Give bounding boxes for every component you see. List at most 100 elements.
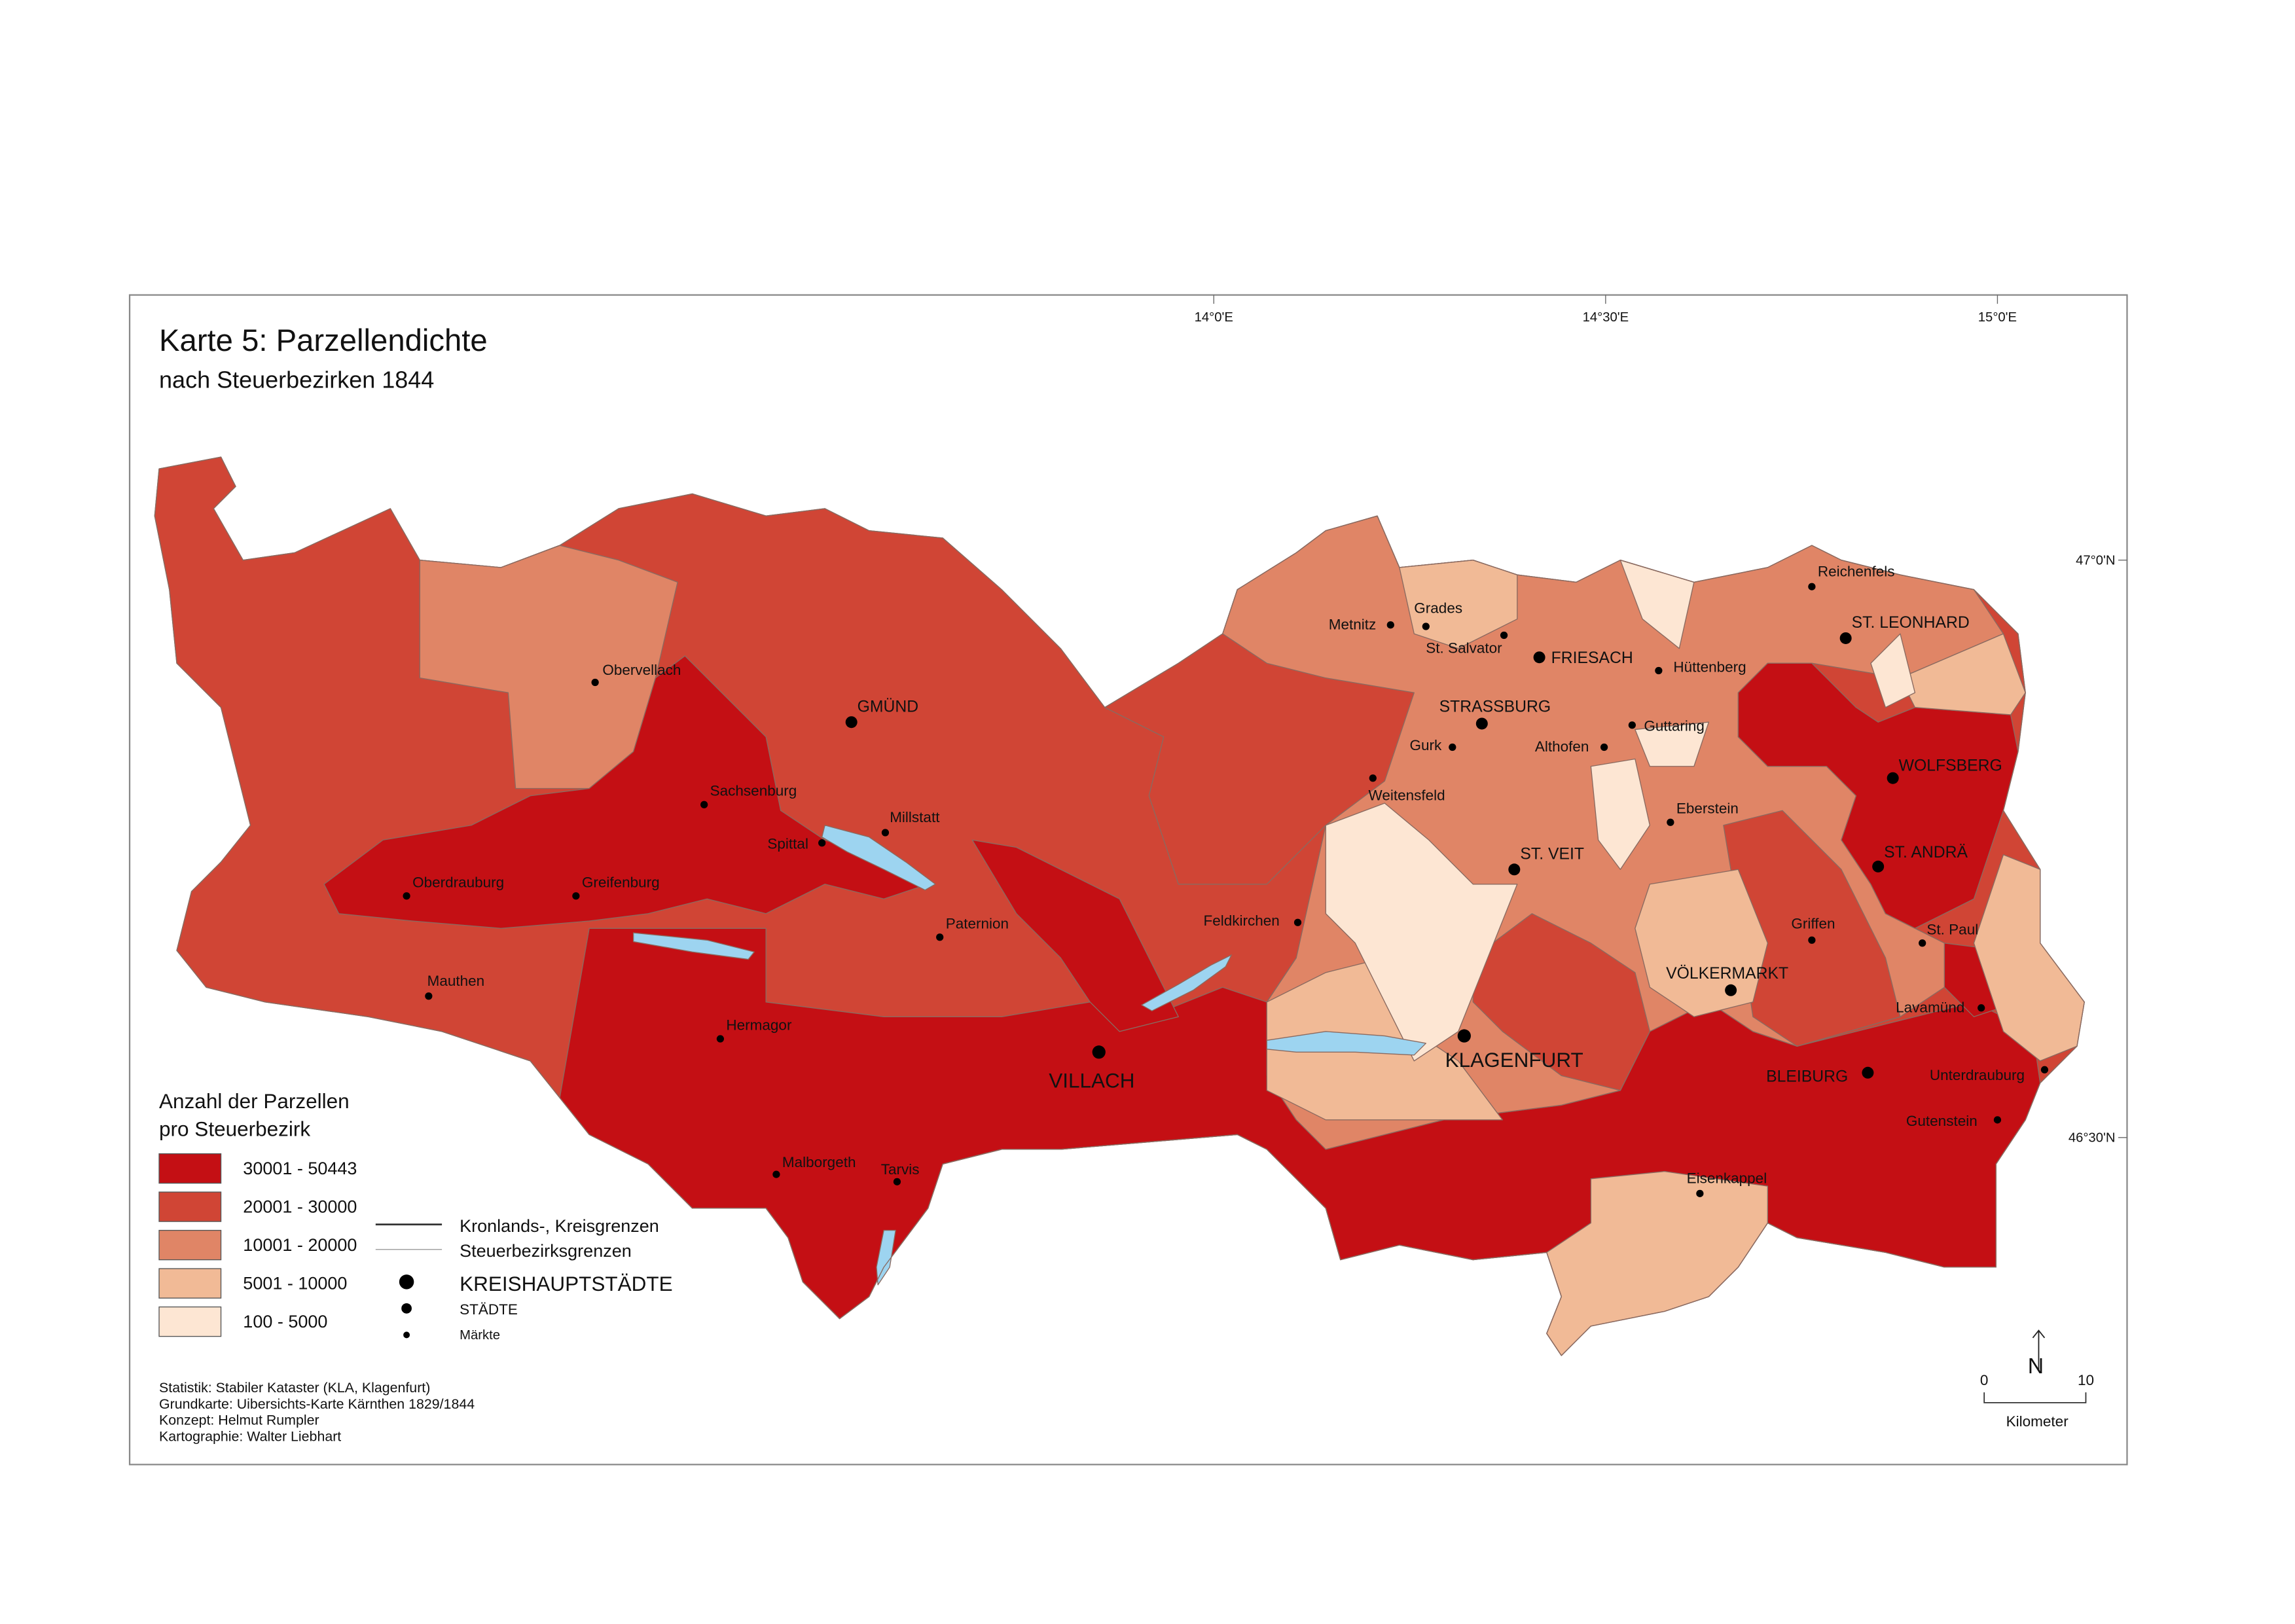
place-label: Feldkirchen [1204,912,1280,929]
legend-label: 100 - 5000 [243,1312,327,1331]
place-label: GMÜND [858,698,919,715]
place-label: Millstatt [890,809,940,825]
frame [128,294,2128,1466]
latitude-label: 47°0'N [2076,553,2115,568]
latitude-label: 46°30'N [2069,1131,2116,1146]
place-dot [1457,1029,1471,1043]
place-label: Malborgeth [782,1154,856,1170]
legend-point [401,1303,412,1314]
place-label: BLEIBURG [1766,1068,1848,1085]
place-label: Oberdrauburg [412,874,504,890]
place-label: Grades [1414,600,1462,617]
place-dot [1725,984,1737,996]
legend: 30001 - 50443 20001 - 30000 10001 - 20000 5… [158,1153,357,1337]
place-dot [1628,721,1636,729]
lake [876,1229,896,1286]
place-dot [1667,818,1674,826]
place-dot [1978,1004,1985,1012]
place-dot [1449,743,1456,751]
legend-label: 20001 - 30000 [243,1197,357,1217]
north-label: N [2028,1354,2044,1379]
place-label: Eisenkappel [1687,1170,1767,1187]
place-dot [1475,717,1488,730]
place-dot [1386,621,1394,629]
place-dot [1533,651,1545,664]
place-dot [425,992,433,1000]
place-label: Unterdrauburg [1930,1067,2025,1083]
place-dot [700,801,708,808]
legend-point [399,1274,414,1290]
place-label: Hermagor [726,1017,792,1034]
place-dot [1092,1045,1106,1059]
place-dot [1808,936,1816,944]
place-dot [1862,1066,1874,1079]
place-dot [772,1170,780,1178]
legend-label: 30001 - 50443 [243,1159,357,1178]
title: Karte 5: Parzellendichte [159,323,488,358]
place-label: Spittal [767,836,808,852]
longitude-label: 14°30'E [1583,310,1629,325]
place-label: Lavamünd [1896,1000,1964,1016]
place-label: Sachsenburg [710,783,797,799]
place-dot [936,933,944,941]
lake [632,932,755,960]
legend-point-label: KREISHAUPTSTÄDTE [460,1272,673,1295]
place-label: Reichenfels [1818,563,1895,579]
place-label: St. Salvator [1426,640,1502,656]
place-label: ST. ANDRÄ [1884,844,1968,861]
place-dot [1508,863,1521,876]
place-dot [403,892,410,900]
place-label: Weitensfeld [1369,787,1445,803]
place-label: VÖLKERMARKT [1666,965,1788,983]
place-label: FRIESACH [1551,649,1633,667]
place-label: ST. LEONHARD [1852,614,1970,632]
scale-unit: Kilometer [2006,1413,2069,1430]
subtitle: nach Steuerbezirken 1844 [159,366,434,393]
region [1635,869,1769,1017]
region [1590,758,1651,870]
legend-label: 10001 - 20000 [243,1235,357,1255]
credit: Grundkarte: Uibersichts-Karte Kärnthen 1… [159,1396,475,1412]
place-dot [1808,583,1816,590]
place-label: ST. VEIT [1520,846,1584,863]
place-label: Gurk [1410,737,1443,753]
place-dot [818,839,826,847]
legend-label: 5001 - 10000 [243,1274,347,1293]
place-label: Tarvis [881,1161,920,1178]
region [1325,803,1518,1062]
place-label: St. Paul [1926,921,1978,937]
lake [822,825,936,891]
legend-swatch [158,1191,222,1222]
longitude-label: 15°0'E [1978,310,2017,325]
place-dot [881,829,890,837]
lake [1266,1031,1426,1056]
place-label: STRASSBURG [1439,698,1551,715]
place-dot [845,716,858,729]
place-label: Metnitz [1329,616,1377,632]
place-label: Hüttenberg [1673,659,1746,676]
region [1870,633,1916,708]
graticule: 14°0'E 14°30'E 15°0'E 47°0'N 46°30'N [1195,295,2127,1146]
place-label: Griffen [1791,915,1835,931]
place-label: Paternion [946,915,1009,931]
place-dot [716,1035,725,1043]
lakes [632,825,1426,1286]
crown-land-border [154,456,2085,1356]
north-arrow [2032,1329,2046,1371]
credit: Kartographie: Walter Liebhart [159,1428,341,1444]
credit: Konzept: Helmut Rumpler [159,1413,319,1428]
place-label: VILLACH [1049,1068,1134,1092]
place-label: Mauthen [427,973,485,989]
legend-swatch [158,1153,222,1184]
region [971,839,1179,1032]
place-dot [1369,774,1377,782]
legend-swatch [158,1229,222,1261]
place-label: KLAGENFURT [1445,1048,1583,1072]
scale-bar [1983,1392,2087,1403]
place-label: Eberstein [1676,801,1739,817]
scale-tick-label: 10 [2078,1372,2094,1388]
place-dot [1993,1116,2002,1124]
place-label: Obervellach [602,662,681,678]
